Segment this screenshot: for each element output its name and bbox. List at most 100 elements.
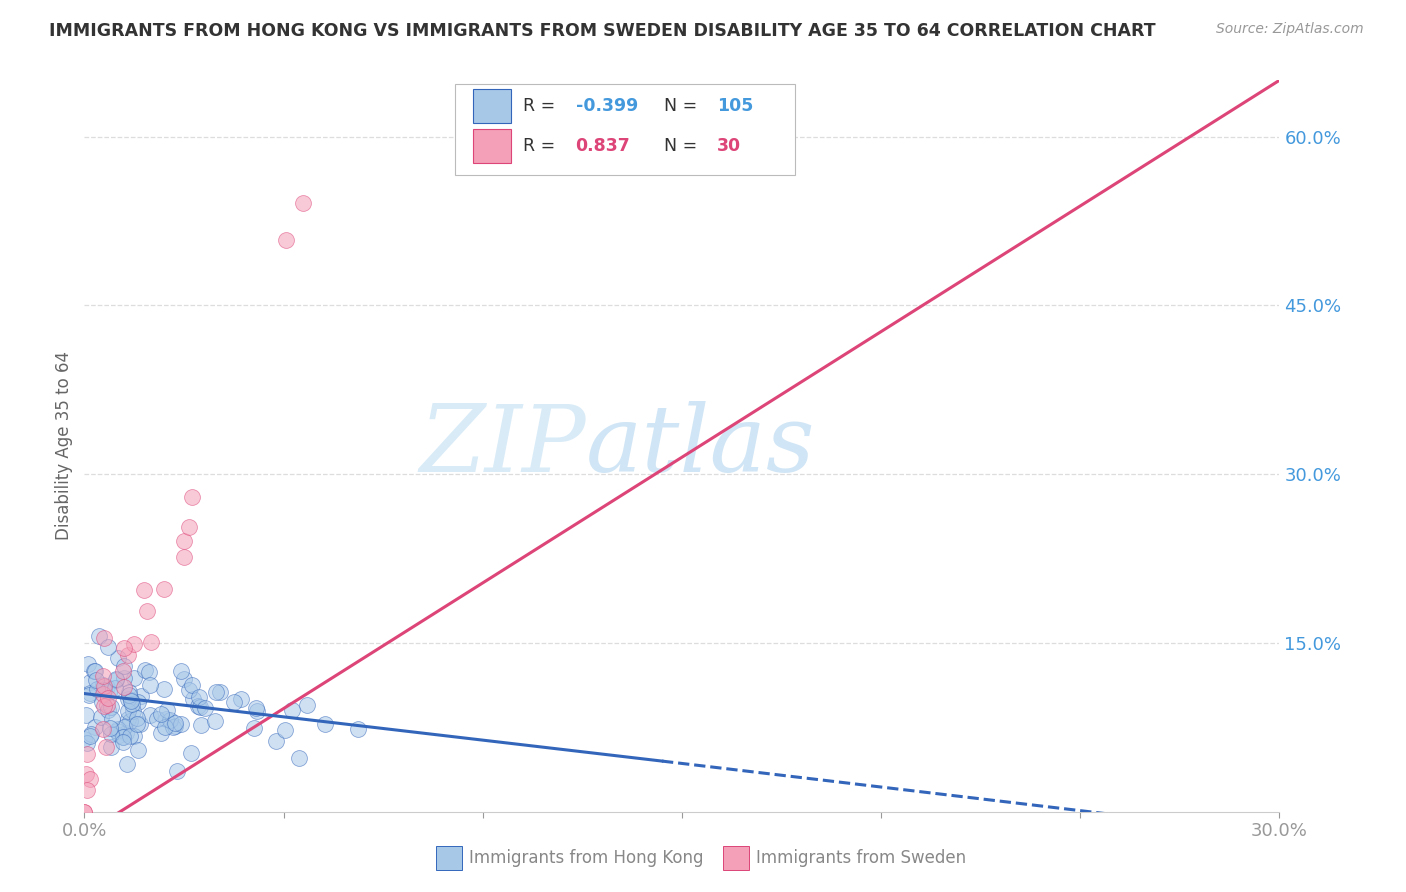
Point (138, 665, 160, 679)
Point (103, 681, 125, 695)
Point (96, 680, 118, 694)
FancyBboxPatch shape (456, 84, 796, 176)
Point (94, 740, 117, 755)
Point (112, 671, 135, 685)
Point (165, 719, 187, 733)
FancyBboxPatch shape (472, 89, 510, 123)
Point (266, 734, 288, 748)
Point (173, 534, 195, 549)
Point (114, 726, 136, 740)
Point (100, 740, 122, 755)
Point (180, 746, 202, 760)
Text: Immigrants from Hong Kong: Immigrants from Hong Kong (470, 849, 703, 867)
FancyBboxPatch shape (723, 847, 749, 870)
Point (180, 490, 202, 504)
Point (73, 805, 96, 819)
Point (120, 693, 142, 707)
Point (127, 711, 149, 725)
Text: Immigrants from Sweden: Immigrants from Sweden (756, 849, 966, 867)
Point (112, 659, 135, 673)
Point (93, 679, 115, 693)
Point (93, 669, 115, 683)
Point (163, 715, 186, 730)
Point (288, 751, 311, 765)
Point (73, 805, 96, 819)
Point (134, 663, 156, 677)
Point (229, 692, 252, 706)
Point (121, 697, 143, 711)
Point (153, 720, 176, 734)
Point (76, 736, 98, 750)
Point (117, 688, 139, 702)
Point (128, 717, 150, 731)
Point (274, 233, 297, 247)
Point (139, 708, 162, 723)
Point (112, 720, 135, 734)
Text: IMMIGRANTS FROM HONG KONG VS IMMIGRANTS FROM SWEDEN DISABILITY AGE 35 TO 64 CORR: IMMIGRANTS FROM HONG KONG VS IMMIGRANTS … (49, 22, 1156, 40)
Point (170, 717, 193, 731)
Text: ZIP: ZIP (419, 401, 586, 491)
Point (152, 681, 174, 696)
Point (173, 549, 195, 564)
Point (314, 717, 336, 731)
Point (112, 640, 135, 655)
Point (84, 673, 107, 687)
Point (132, 583, 156, 598)
Point (86, 682, 108, 697)
Point (187, 690, 209, 704)
Point (97, 690, 120, 705)
Point (105, 724, 128, 739)
Point (120, 693, 142, 707)
Point (246, 704, 269, 718)
Text: Source: ZipAtlas.com: Source: ZipAtlas.com (1216, 22, 1364, 37)
Text: 0.837: 0.837 (575, 137, 630, 155)
Point (104, 673, 127, 688)
Point (145, 712, 167, 726)
Point (204, 714, 226, 728)
Point (107, 722, 129, 736)
FancyBboxPatch shape (436, 847, 463, 870)
Point (112, 664, 135, 678)
Point (159, 713, 181, 727)
Point (120, 729, 142, 743)
Point (190, 718, 212, 732)
Point (117, 648, 139, 663)
Point (79, 772, 101, 786)
Point (77, 657, 100, 671)
Point (118, 685, 141, 699)
FancyBboxPatch shape (472, 129, 510, 163)
Point (274, 723, 297, 737)
Point (127, 695, 149, 709)
Point (105, 672, 128, 686)
Point (243, 721, 266, 735)
Y-axis label: Disability Age 35 to 64: Disability Age 35 to 64 (55, 351, 73, 541)
Point (188, 700, 211, 714)
Point (101, 712, 124, 726)
Point (97, 640, 120, 654)
Point (91, 678, 114, 692)
Point (122, 671, 145, 685)
Point (347, 723, 370, 737)
Point (111, 730, 134, 744)
Point (122, 637, 145, 651)
Point (131, 689, 153, 703)
Point (208, 684, 231, 698)
Point (93, 631, 115, 645)
Point (90, 710, 112, 724)
Point (100, 727, 122, 741)
Point (139, 678, 162, 692)
Point (75, 767, 97, 781)
Text: R =: R = (523, 97, 561, 115)
Point (79, 686, 101, 700)
Point (141, 634, 163, 648)
Point (107, 650, 129, 665)
Point (76, 783, 98, 797)
Point (193, 700, 215, 714)
Point (93, 699, 115, 714)
Point (73, 731, 96, 746)
Point (179, 682, 201, 697)
Point (127, 716, 149, 731)
Point (150, 707, 173, 722)
Point (173, 672, 195, 686)
Point (156, 703, 179, 717)
